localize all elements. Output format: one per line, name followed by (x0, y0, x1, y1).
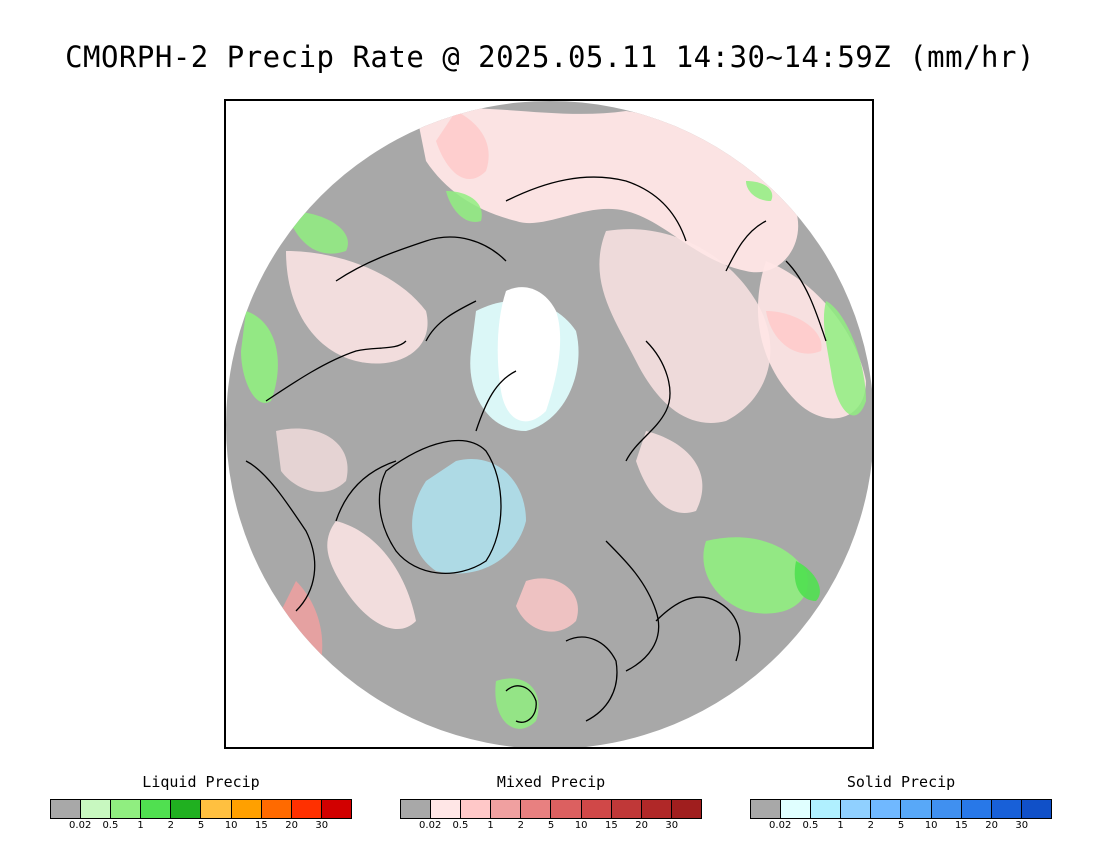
liquid-swatch (171, 800, 202, 818)
legend-solid: Solid Precip 0.02 0.5 1 2 5 10 15 20 30 (750, 773, 1052, 834)
liquid-swatch (141, 800, 172, 818)
east-siberia-pink (636, 431, 703, 513)
solid-swatch (871, 800, 902, 818)
solid-tick-label: 30 (1015, 820, 1029, 831)
liquid-swatch (261, 800, 292, 818)
liquid-swatch (81, 800, 112, 818)
map-title: CMORPH-2 Precip Rate @ 2025.05.11 14:30~… (65, 40, 1035, 74)
solid-tick-label: 0.02 (769, 820, 792, 831)
mixed-swatch (671, 800, 701, 818)
liquid-tick-label: 15 (255, 820, 268, 831)
liquid-swatch (111, 800, 142, 818)
greenland-solid (412, 459, 526, 574)
siberia-mixed (599, 229, 771, 423)
mixed-swatch (581, 800, 612, 818)
coastlines (245, 176, 827, 723)
liquid-tick-label: 0.5 (102, 820, 119, 831)
map-frame[interactable] (224, 99, 874, 749)
mediterranean-liquid (794, 561, 820, 601)
solid-swatch (1021, 800, 1051, 818)
mixed-swatch (521, 800, 552, 818)
mixed-tick-label: 1 (487, 820, 494, 831)
legend-liquid-colorbar (50, 799, 352, 819)
liquid-swatch (321, 800, 351, 818)
mixed-tick-label: 0.5 (452, 820, 469, 831)
polar-map[interactable] (226, 101, 872, 747)
solid-swatch (961, 800, 992, 818)
mixed-tick-label: 2 (517, 820, 524, 831)
solid-swatch (811, 800, 842, 818)
norway-sea-mixed (516, 578, 578, 632)
liquid-tick-label: 20 (285, 820, 298, 831)
mixed-swatch (431, 800, 462, 818)
mixed-swatch (551, 800, 582, 818)
legend-mixed-ticks: 0.02 0.5 1 2 5 10 15 20 30 (400, 820, 702, 834)
liquid-tick-label: 1 (137, 820, 144, 831)
legend-liquid-ticks: 0.02 0.5 1 2 5 10 15 20 30 (50, 820, 352, 834)
liquid-swatch (201, 800, 232, 818)
legend-solid-title: Solid Precip (846, 773, 956, 791)
mixed-tick-label: 15 (605, 820, 618, 831)
legend-mixed-colorbar (400, 799, 702, 819)
solid-tick-label: 15 (955, 820, 968, 831)
labrador-mixed (281, 581, 323, 663)
japan-mixed (766, 311, 822, 354)
legend-liquid-title: Liquid Precip (142, 773, 260, 791)
legend-mixed-title: Mixed Precip (496, 773, 606, 791)
solid-tick-label: 1 (837, 820, 844, 831)
asia-liquid (823, 301, 866, 416)
liquid-swatch (51, 800, 82, 818)
legend-solid-ticks: 0.02 0.5 1 2 5 10 15 20 30 (750, 820, 1052, 834)
north-america-liquid-2 (286, 211, 348, 254)
solid-swatch (751, 800, 782, 818)
mixed-tick-label: 0.02 (419, 820, 442, 831)
legend-mixed: Mixed Precip 0.02 0.5 1 2 5 10 15 20 30 (400, 773, 702, 834)
liquid-tick-label: 0.02 (69, 820, 92, 831)
solid-swatch (781, 800, 812, 818)
solid-tick-label: 10 (924, 820, 938, 831)
solid-swatch (931, 800, 962, 818)
alaska-mixed (436, 111, 489, 180)
mixed-swatch (461, 800, 492, 818)
liquid-tick-label: 2 (167, 820, 174, 831)
solid-tick-label: 0.5 (802, 820, 819, 831)
mixed-tick-label: 5 (547, 820, 555, 831)
liquid-tick-label: 10 (224, 820, 238, 831)
alaska-liquid (446, 191, 482, 222)
liquid-swatch (291, 800, 322, 818)
western-canada-mixed (286, 251, 428, 364)
mixed-tick-label: 10 (574, 820, 588, 831)
liquid-swatch (231, 800, 262, 818)
solid-swatch (901, 800, 932, 818)
legend-liquid: Liquid Precip 0.02 0.5 1 2 5 10 15 20 30 (50, 773, 352, 834)
europe-liquid (703, 537, 808, 614)
mixed-tick-label: 20 (635, 820, 648, 831)
legend-solid-colorbar (750, 799, 1052, 819)
mixed-swatch (611, 800, 642, 818)
mixed-swatch (491, 800, 522, 818)
north-america-liquid (241, 311, 278, 403)
mixed-tick-label: 30 (665, 820, 679, 831)
siberia-east-liquid (746, 181, 773, 201)
liquid-tick-label: 30 (315, 820, 329, 831)
solid-tick-label: 2 (867, 820, 874, 831)
liquid-tick-label: 5 (197, 820, 205, 831)
solid-swatch (991, 800, 1022, 818)
solid-tick-label: 20 (985, 820, 998, 831)
central-arctic-no-data (497, 287, 561, 422)
solid-tick-label: 5 (897, 820, 905, 831)
solid-swatch (841, 800, 872, 818)
mixed-swatch (641, 800, 672, 818)
mixed-swatch (401, 800, 432, 818)
hudson-mixed (276, 428, 348, 492)
atlantic-mixed (327, 521, 416, 630)
pacific-mixed-band (416, 108, 799, 273)
